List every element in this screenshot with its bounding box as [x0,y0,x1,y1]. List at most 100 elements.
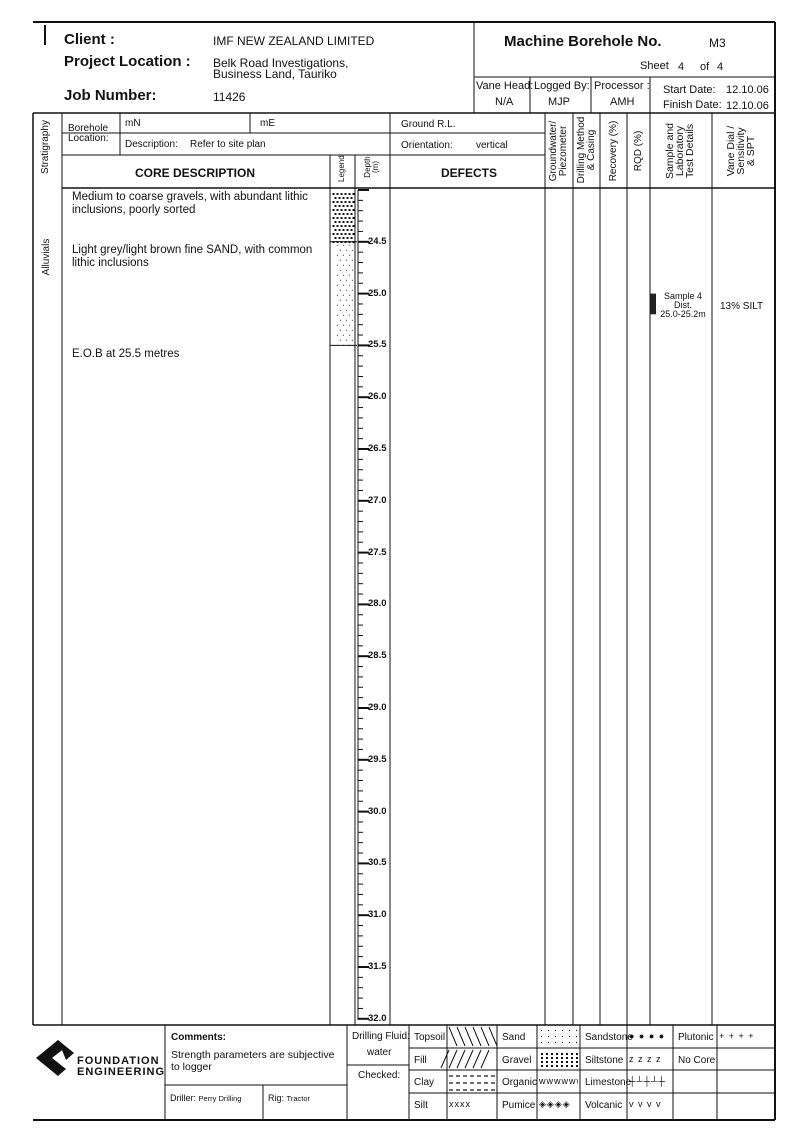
driller: Driller: Perry Drilling [170,1092,241,1105]
processor-label: Processor : [594,80,650,92]
dot-pattern [555,1036,556,1037]
driller-value: Perry Drilling [198,1094,242,1103]
dot-pattern [556,1061,558,1063]
dot-pattern [566,1065,568,1067]
dot-pattern [551,1061,553,1063]
borehole-location-label-2: Location: [68,133,109,144]
dot-pattern [546,1057,548,1059]
groundwater-header: Groundwater/Piezometer [548,116,569,186]
sand-pattern-dot [336,264,338,266]
sand-pattern-dot [351,279,353,281]
gravel-pattern-dot [342,213,345,215]
sand-pattern-dot [339,259,341,261]
processor: AMH [610,96,635,108]
gravel-pattern-dot [352,217,355,219]
description-label: Description: [125,139,178,150]
dot-pattern [576,1036,577,1037]
gravel-pattern-dot [334,221,337,223]
glyph-pattern: ┼┴┼┴┼ [629,1076,666,1086]
orientation-label: Orientation: [401,140,453,151]
sand-pattern-dot [342,274,344,276]
dot-pattern [576,1061,578,1063]
gravel-pattern-dot [350,197,353,199]
dot-pattern [548,1030,549,1031]
depth-label: 24.5 [368,235,387,247]
logged-by-label: Logged By: [534,80,590,92]
sand-pattern-dot [339,269,341,271]
comments-line-1: Strength parameters are subjective [171,1049,335,1061]
sand-pattern-dot [348,274,350,276]
gravel-pattern-dot [346,197,349,199]
driller-label: Driller: [170,1093,196,1103]
legend-key-label: Plutonic [678,1032,714,1043]
sand-pattern-dot [342,294,344,296]
sand-pattern-dot [351,319,353,321]
sand-pattern-dot [348,244,350,246]
glyph-pattern: ● ● ● ● [629,1031,666,1041]
comments-label: Comments: [171,1032,227,1043]
sheet-no: 4 [678,61,685,73]
glyph-pattern: ◈◈◈◈ [539,1099,571,1109]
legend-key-label: Siltstone [585,1055,624,1066]
sand-pattern-dot [342,264,344,266]
hatch-pattern [472,1026,482,1047]
sand-pattern-dot [339,289,341,291]
hatch-pattern [456,1049,466,1069]
depth-label: 26.5 [368,443,387,454]
gravel-pattern-dot [340,233,343,235]
sand-pattern-dot [345,299,347,301]
comments-line-2: to logger [171,1061,212,1073]
depth-label: 25.5 [368,339,387,351]
gravel-pattern-dot [348,201,351,203]
dot-pattern [561,1057,563,1059]
client-value: IMF NEW ZEALAND LIMITED [213,34,375,48]
sand-pattern-dot [339,299,341,301]
sand-pattern-dot [348,294,350,296]
gravel-pattern-dot [352,193,355,195]
gravel-pattern-dot [344,209,347,211]
gravel-pattern-dot [332,225,335,227]
vane-header: Vane Dial / Sensitivity & SPT [725,116,757,186]
hatch-pattern [456,1026,466,1047]
hatch-pattern [464,1049,474,1069]
sand-pattern-dot [348,284,350,286]
glyph-pattern: xxxx [449,1099,471,1109]
gravel-pattern-dot [342,221,345,223]
sand-pattern-dot [336,304,338,306]
sand-pattern-dot [342,284,344,286]
sand-pattern-dot [342,244,344,246]
gravel-pattern-dot [342,229,345,231]
gravel-pattern-dot [338,221,341,223]
layer-description-gravel: Medium to coarse gravels, with abundant … [72,191,308,216]
gravel-pattern-dot [350,221,353,223]
dot-pattern [541,1061,543,1063]
sand-pattern-dot [336,314,338,316]
dot-pattern [541,1053,543,1055]
drilling-fluid: water [367,1047,392,1058]
sand-pattern-dot [342,314,344,316]
legend-key-label: Clay [414,1077,435,1088]
job-value: 11426 [213,90,246,104]
gravel-pattern-dot [334,205,337,207]
gravel-pattern-dot [340,217,343,219]
sand-pattern-dot [336,294,338,296]
gravel-pattern-dot [346,213,349,215]
gravel-pattern-dot [332,233,335,235]
gravel-pattern-dot [350,237,353,239]
dot-pattern [541,1065,543,1067]
dot-pattern [571,1065,573,1067]
sand-pattern-dot [342,304,344,306]
depth-label: 30.5 [368,857,387,869]
dot-pattern [555,1042,556,1043]
depth-label: 31.5 [368,961,387,972]
dot-pattern [561,1061,563,1063]
legend-key-label: Pumice [502,1100,536,1111]
glyph-pattern: + + + + [719,1031,755,1041]
legend-key-label: Silt [414,1100,428,1111]
rqd-header: RQD (%) [633,130,644,172]
gravel-pattern-dot [338,205,341,207]
gravel-pattern-dot [352,201,355,203]
legend-key-label: Gravel [502,1055,532,1066]
gravel-pattern-dot [340,225,343,227]
